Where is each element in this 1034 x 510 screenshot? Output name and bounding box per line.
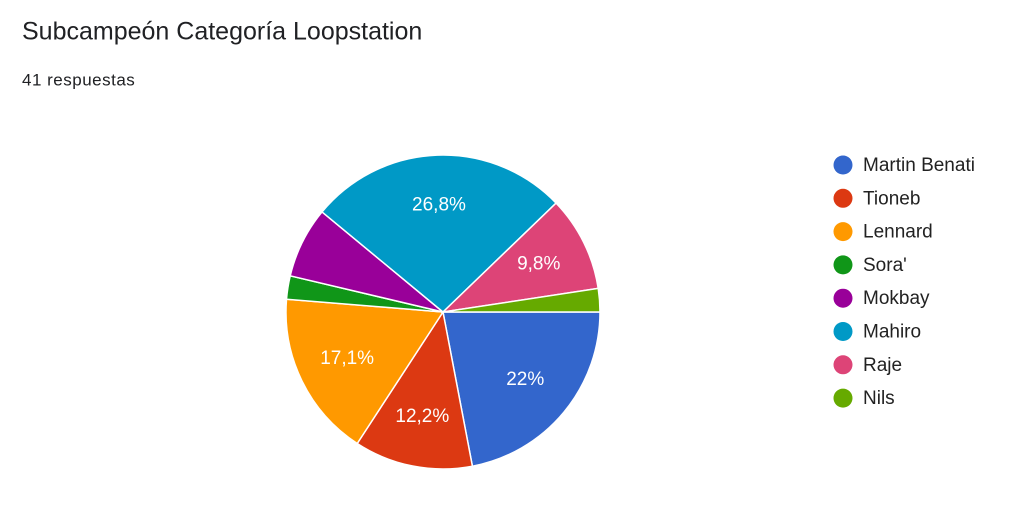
slice-label: 17,1% <box>320 348 374 369</box>
chart-subtitle: 41 respuestas <box>22 70 135 89</box>
legend-label: Tioneb <box>863 188 920 209</box>
legend-marker <box>833 288 853 308</box>
chart-title: Subcampeón Categoría Loopstation <box>22 18 422 46</box>
legend-label: Nils <box>863 388 895 409</box>
slice-label: 9,8% <box>517 254 560 275</box>
pie-slice <box>320 154 558 314</box>
slice-label: 12,2% <box>395 406 449 427</box>
legend-label: Sora' <box>863 255 907 276</box>
pie-slice <box>285 298 445 445</box>
slice-label: 26,8% <box>412 194 466 215</box>
legend-marker <box>833 322 853 341</box>
legend-marker <box>833 388 853 408</box>
legend-label: Raje <box>863 355 902 376</box>
pie-slice <box>442 311 601 468</box>
legend-marker <box>833 222 853 242</box>
legend-marker <box>833 255 853 275</box>
legend-label: Martin Benati <box>863 155 975 176</box>
legend-label: Mahiro <box>863 322 921 343</box>
slice-label: 22% <box>506 369 544 390</box>
pie-slice <box>442 287 601 313</box>
pie-slice <box>356 310 474 470</box>
legend-label: Lennard <box>863 222 933 243</box>
legend-marker <box>833 188 853 208</box>
legend-marker <box>833 355 853 375</box>
pie-slice <box>440 202 600 314</box>
legend-label: Mokbay <box>863 288 930 309</box>
legend-marker <box>833 155 853 175</box>
